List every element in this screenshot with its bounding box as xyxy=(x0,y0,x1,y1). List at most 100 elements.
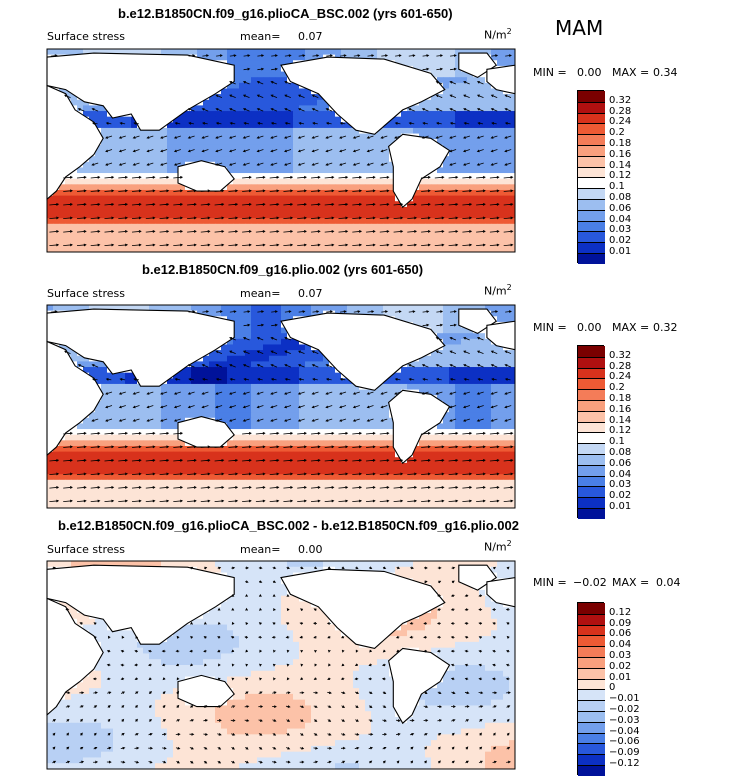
field-cell xyxy=(263,54,270,61)
field-cell xyxy=(257,223,264,230)
field-cell xyxy=(329,49,336,56)
field-cell xyxy=(125,127,132,134)
field-cell xyxy=(83,223,90,230)
field-cell xyxy=(95,161,102,168)
field-cell xyxy=(197,240,204,247)
field-cell xyxy=(245,189,252,197)
field-cell xyxy=(473,223,480,230)
field-cell xyxy=(323,184,330,191)
field-cell xyxy=(341,383,348,390)
wind-vector-arrow xyxy=(310,189,321,193)
field-cell xyxy=(143,235,150,242)
field-cell xyxy=(311,122,318,129)
field-cell xyxy=(425,99,432,106)
field-cell xyxy=(401,367,408,374)
field-cell xyxy=(209,383,216,390)
wind-vector-arrow xyxy=(90,216,101,220)
field-cell xyxy=(167,201,174,208)
field-cell xyxy=(509,406,516,413)
field-cell xyxy=(449,94,456,101)
field-cell xyxy=(137,423,144,430)
field-cell xyxy=(71,218,78,225)
wind-vector-arrow xyxy=(324,230,335,233)
field-cell xyxy=(287,167,294,174)
field-cell xyxy=(461,206,468,213)
field-cell xyxy=(197,122,204,129)
field-cell xyxy=(59,195,66,202)
field-cell xyxy=(419,189,426,197)
field-cell xyxy=(215,116,222,123)
field-cell xyxy=(455,105,462,112)
field-cell xyxy=(467,189,474,197)
field-cell xyxy=(119,395,126,402)
field-cell xyxy=(317,383,324,390)
field-cell xyxy=(209,235,216,242)
field-cell xyxy=(275,429,282,436)
field-cell xyxy=(413,116,420,123)
field-cell xyxy=(431,127,438,134)
field-cell xyxy=(83,105,90,112)
field-cell xyxy=(173,412,180,419)
field-cell xyxy=(281,178,288,185)
field-cell xyxy=(149,178,156,185)
field-cell xyxy=(437,372,444,379)
field-cell xyxy=(125,201,132,208)
field-cell xyxy=(485,395,492,402)
field-cell xyxy=(275,305,282,312)
field-cell xyxy=(257,305,264,312)
field-cell xyxy=(179,184,186,191)
field-cell xyxy=(209,189,216,197)
field-cell xyxy=(125,122,132,129)
field-cell xyxy=(263,206,270,213)
wind-vector-arrow xyxy=(489,230,500,233)
field-cell xyxy=(395,127,402,134)
field-cell xyxy=(449,367,456,374)
wind-vector-arrow xyxy=(131,230,142,233)
field-cell xyxy=(329,206,336,213)
field-cell xyxy=(431,355,438,362)
field-cell xyxy=(305,218,312,225)
field-cell xyxy=(443,71,450,78)
field-cell xyxy=(491,173,498,180)
wind-vector-arrow xyxy=(76,230,87,233)
field-cell xyxy=(509,355,516,362)
field-cell xyxy=(167,406,174,413)
field-cell xyxy=(101,127,108,134)
field-cell xyxy=(173,49,180,56)
field-cell xyxy=(443,235,450,242)
field-cell xyxy=(233,218,240,225)
field-cell xyxy=(137,223,144,230)
field-cell xyxy=(455,139,462,146)
field-cell xyxy=(209,389,216,396)
field-cell xyxy=(299,156,306,163)
field-cell xyxy=(233,77,240,84)
field-cell xyxy=(113,423,120,430)
wind-vector-arrow xyxy=(188,54,196,58)
field-cell xyxy=(263,412,270,419)
field-cell xyxy=(281,71,288,78)
field-cell xyxy=(323,223,330,230)
field-cell xyxy=(83,206,90,213)
field-cell xyxy=(275,184,282,191)
field-cell xyxy=(47,229,54,236)
field-cell xyxy=(293,246,300,253)
wind-vector-arrow xyxy=(476,162,484,166)
wind-vector-arrow xyxy=(422,54,430,58)
wind-vector-arrow xyxy=(462,189,473,193)
field-cell xyxy=(317,389,324,396)
field-cell xyxy=(311,235,318,242)
wind-vector-arrow xyxy=(407,230,418,233)
field-cell xyxy=(341,423,348,430)
field-cell xyxy=(467,178,474,185)
field-cell xyxy=(251,178,258,185)
field-cell xyxy=(77,218,84,225)
field-cell xyxy=(119,122,126,129)
field-cell xyxy=(347,184,354,191)
field-cell xyxy=(311,201,318,208)
wind-vector-arrow xyxy=(187,189,197,193)
field-cell xyxy=(107,417,114,424)
field-cell xyxy=(311,195,318,202)
field-cell xyxy=(173,173,180,180)
field-cell xyxy=(185,412,192,419)
field-cell xyxy=(209,116,216,123)
